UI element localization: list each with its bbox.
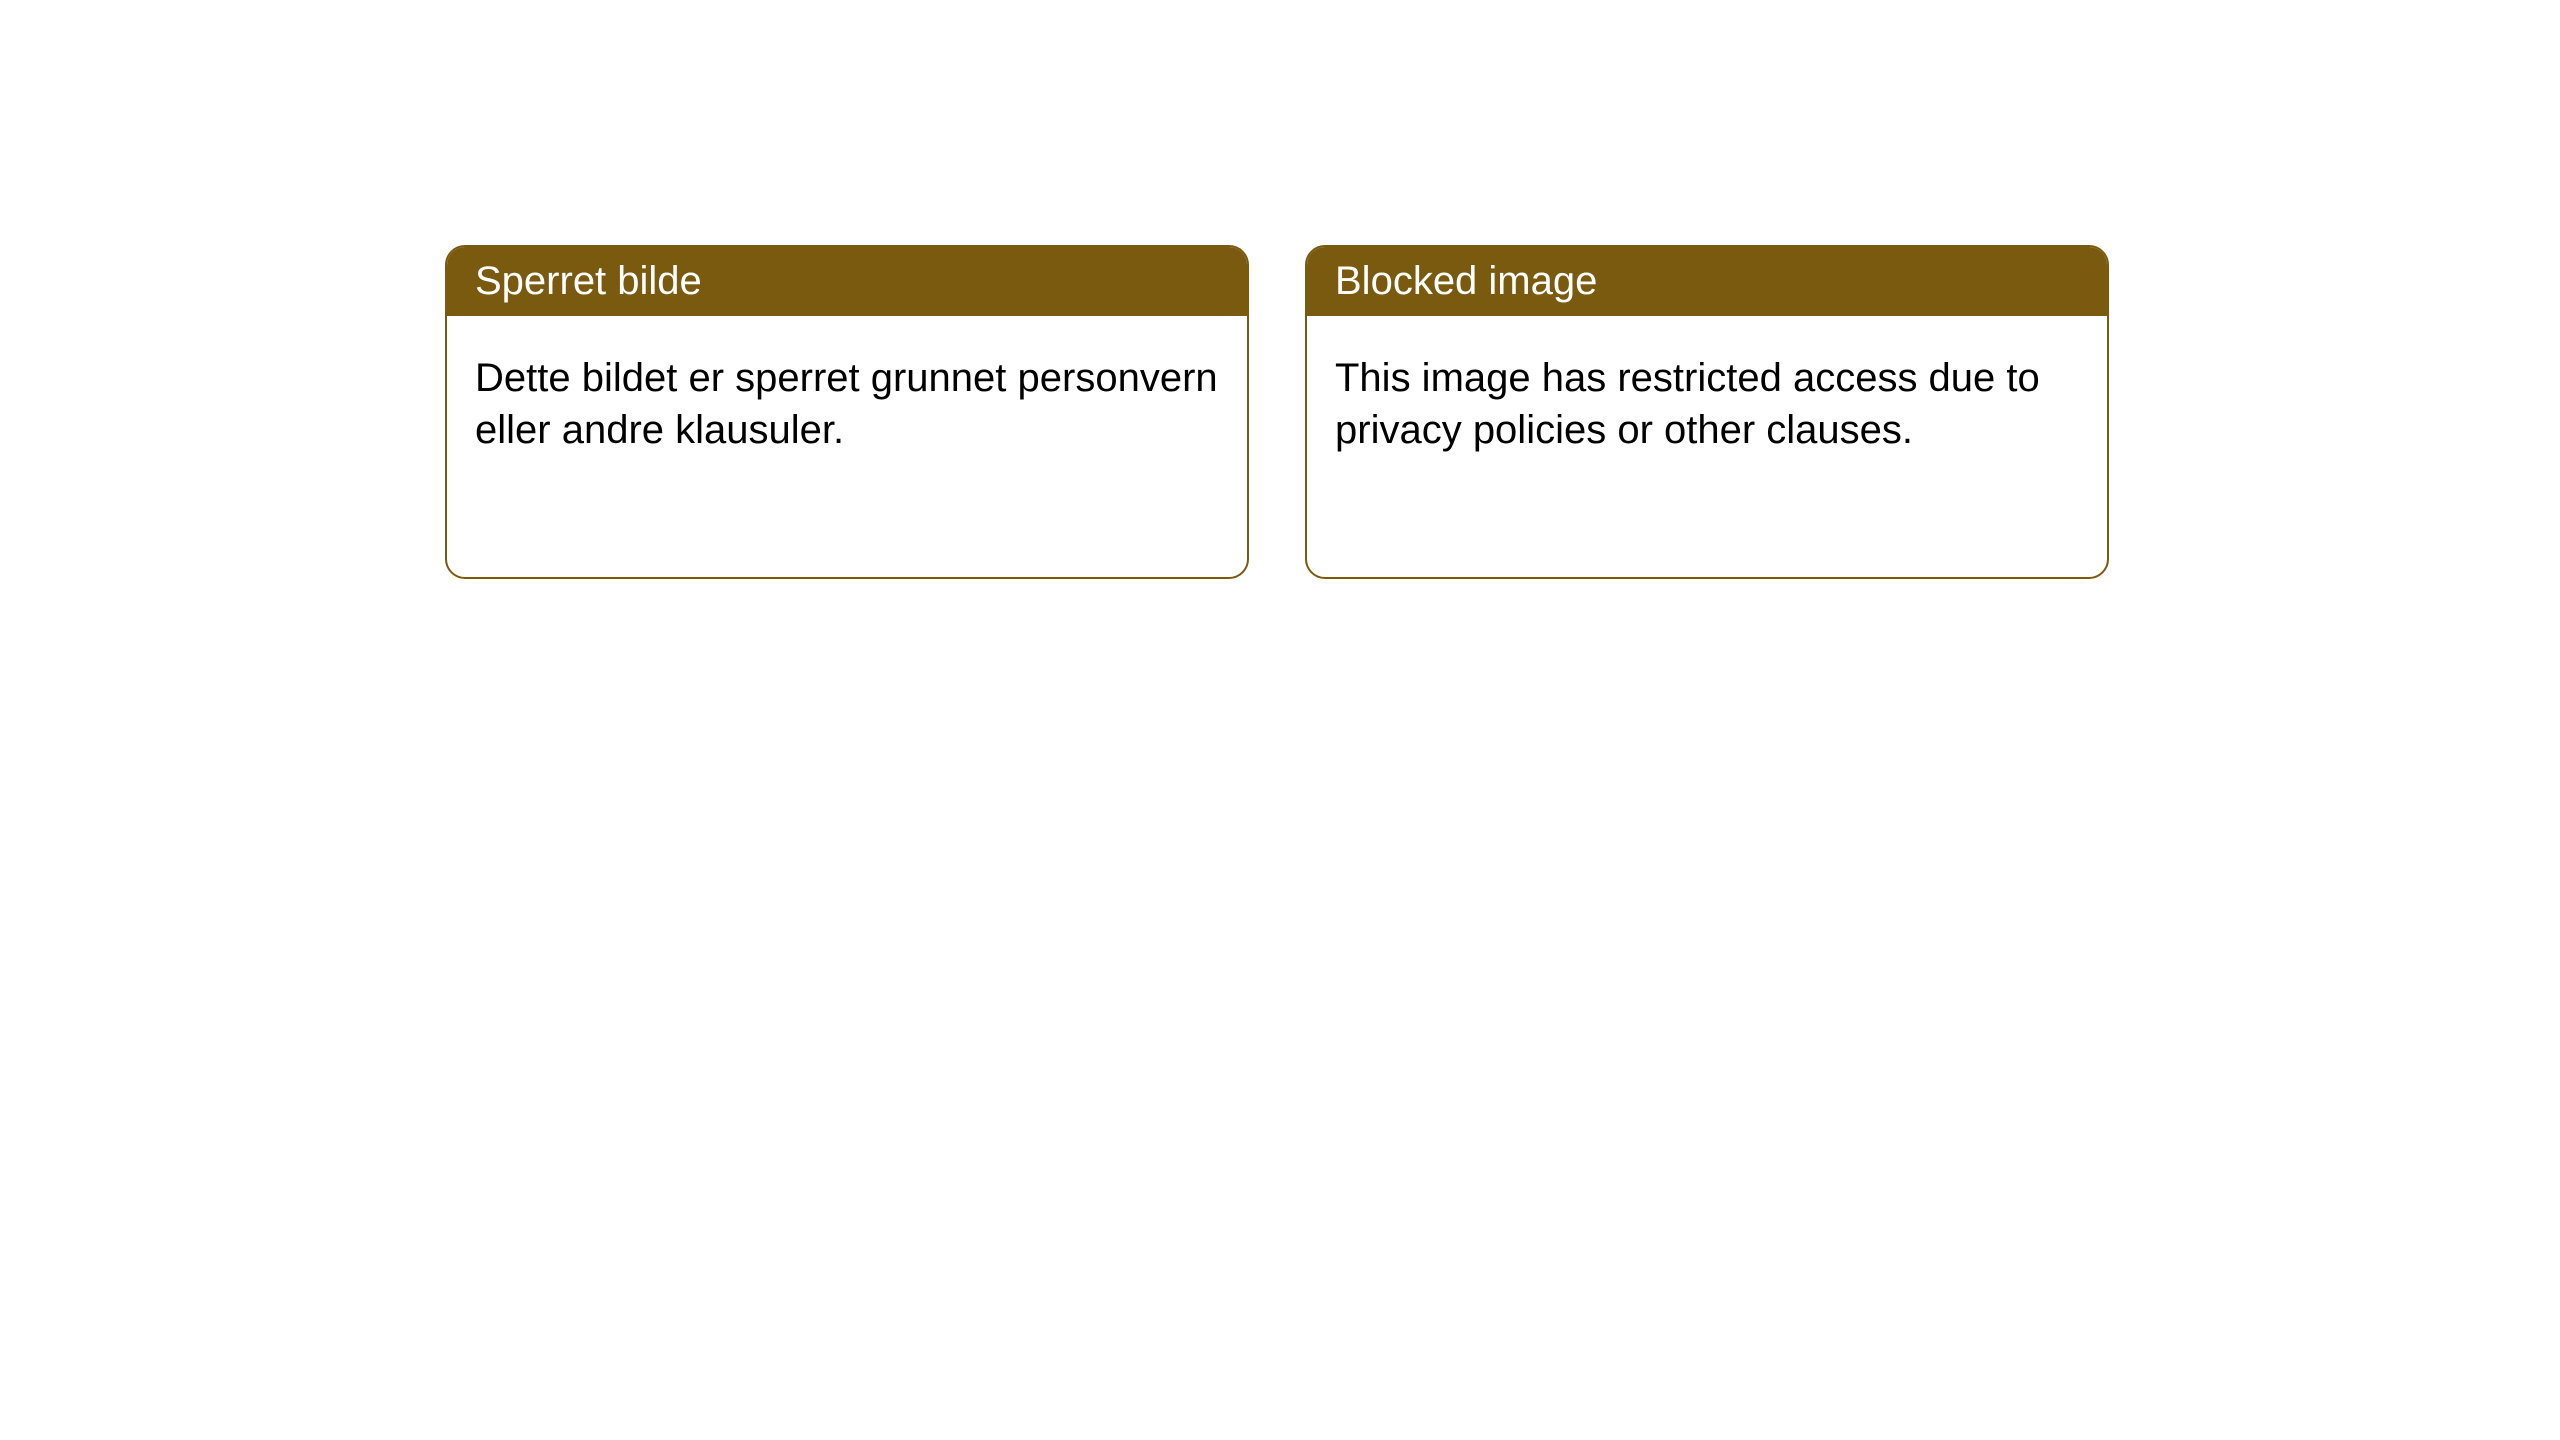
card-body-no: Dette bildet er sperret grunnet personve… xyxy=(447,316,1247,492)
card-body-en: This image has restricted access due to … xyxy=(1307,316,2107,492)
notice-container: Sperret bilde Dette bildet er sperret gr… xyxy=(0,0,2560,579)
blocked-image-card-no: Sperret bilde Dette bildet er sperret gr… xyxy=(445,245,1249,579)
blocked-image-card-en: Blocked image This image has restricted … xyxy=(1305,245,2109,579)
card-title-en: Blocked image xyxy=(1307,247,2107,316)
card-title-no: Sperret bilde xyxy=(447,247,1247,316)
